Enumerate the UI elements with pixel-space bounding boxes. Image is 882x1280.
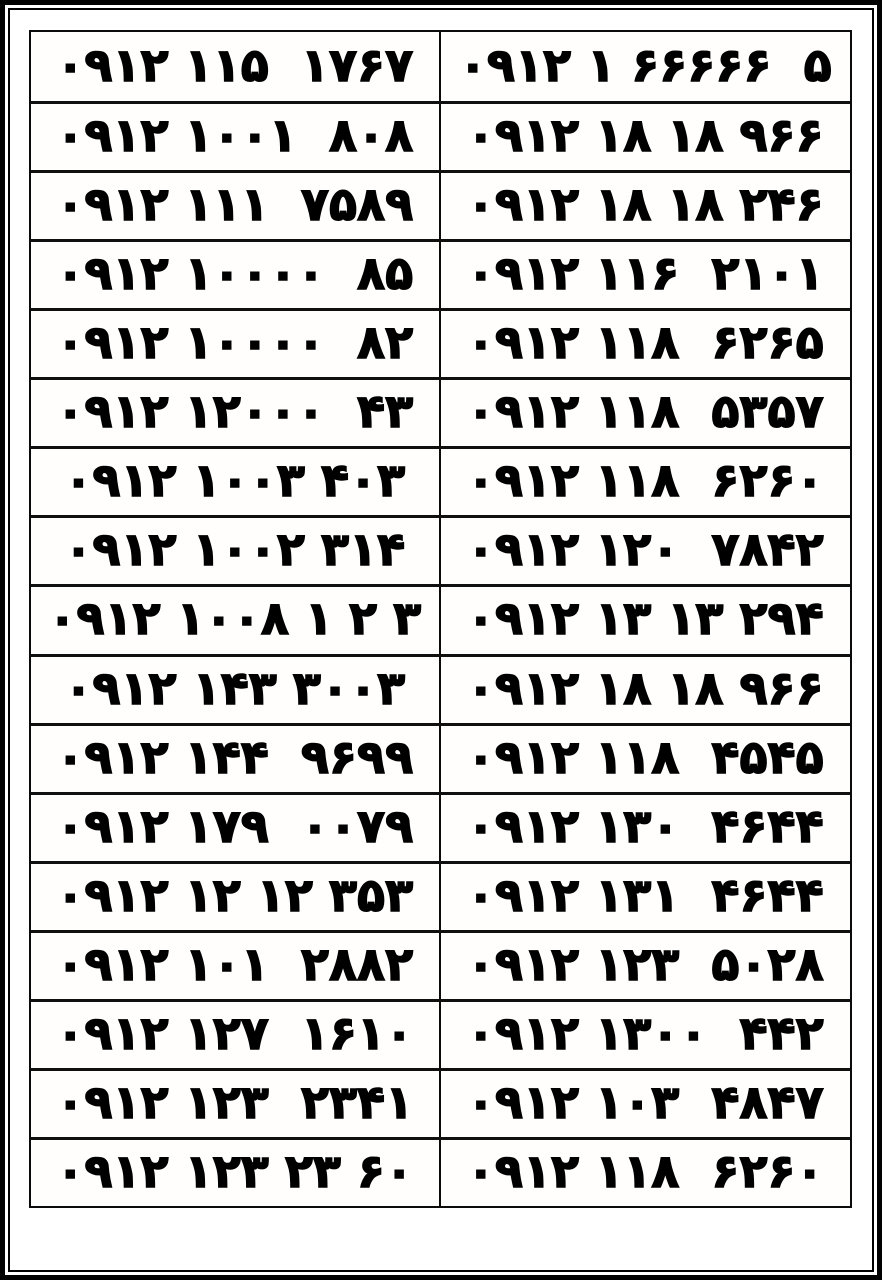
table-row: ۰۹۱۲ ۱۲۳ ۲۳۴۱ ۰۹۱۲ ۱۰۳ ۴۸۴۷ (31, 1067, 850, 1137)
phone-number-cell-right: ۰۹۱۲ ۱۰۳ ۴۸۴۷ (466, 1074, 824, 1129)
phone-number-cell-left: ۰۹۱۲ ۱۲۳ ۲۳ ۶۰ (31, 1139, 441, 1206)
table-row: ۰۹۱۲ ۱۰۰۳ ۴۰۳ ۰۹۱۲ ۱۱۸ ۶۲۶۰ (31, 446, 850, 516)
table-row: ۰۹۱۲ ۱۴۳ ۳۰۰۳ ۰۹۱۲ ۱۸ ۱۸ ۹۶۶ (31, 653, 850, 723)
phone-number-cell-left: ۰۹۱۲ ۱۴۳ ۳۰۰۳ (31, 656, 441, 723)
table-row: ۰۹۱۲ ۱۰۰۰۰ ۸۲ ۰۹۱۲ ۱۱۸ ۶۲۶۵ (31, 308, 850, 378)
phone-number-cell-right: ۰۹۱۲ ۱۱۸ ۵۳۵۷ (466, 384, 824, 439)
table-row: ۰۹۱۲ ۱۷۹ ۰۰۷۹ ۰۹۱۲ ۱۳۰ ۴۶۴۴ (31, 791, 850, 861)
phone-number-cell-right: ۰۹۱۲ ۱۱۸ ۶۲۶۰ (466, 453, 824, 508)
phone-number-cell-left: ۰۹۱۲ ۱۲ ۱۲ ۳۵۳ (31, 863, 441, 930)
phone-number-cell-right: ۰۹۱۲ ۱۳۱ ۴۶۴۴ (466, 867, 824, 922)
phone-number-cell-right: ۰۹۱۲ ۱۲۳ ۵۰۲۸ (466, 936, 824, 991)
table-row: ۰۹۱۲ ۱۲۳ ۲۳ ۶۰ ۰۹۱۲ ۱۱۸ ۶۲۶۰ (31, 1136, 850, 1206)
phone-number-cell-left: ۰۹۱۲ ۱۷۹ ۰۰۷۹ (31, 794, 441, 861)
table-row: ۰۹۱۲ ۱۲۰۰۰ ۴۳ ۰۹۱۲ ۱۱۸ ۵۳۵۷ (31, 377, 850, 447)
phone-number-cell-left: ۰۹۱۲ ۱۰۰۸ ۱ ۲ ۳ (31, 587, 441, 654)
phone-number-cell-left: ۰۹۱۲ ۱۱۱ ۷۵۸۹ (31, 173, 441, 240)
phone-number-cell-right: ۰۹۱۲ ۱۱۸ ۶۲۶۰ (466, 1143, 824, 1198)
phone-number-cell-right: ۰۹۱۲ ۱۸ ۱۸ ۲۴۶ (466, 177, 824, 232)
phone-number-cell-right: ۰۹۱۲ ۱۸ ۱۸ ۹۶۶ (466, 108, 824, 163)
phone-number-cell-right: ۰۹۱۲ ۱۳۰ ۴۶۴۴ (466, 798, 824, 853)
inner-frame (8, 8, 874, 1272)
phone-number-cell-left: ۰۹۱۲ ۱۰۱ ۲۸۸۲ (31, 932, 441, 999)
table-row: ۰۹۱۲ ۱۰۰۲ ۳۱۴ ۰۹۱۲ ۱۲۰ ۷۸۴۲ (31, 515, 850, 585)
phone-number-cell-left: ۰۹۱۲ ۱۲۰۰۰ ۴۳ (31, 380, 441, 447)
phone-number-cell-right: ۰۹۱۲ ۱۸ ۱۸ ۹۶۶ (466, 660, 824, 715)
phone-number-cell-left: ۰۹۱۲ ۱۰۰۳ ۴۰۳ (31, 449, 441, 516)
phone-number-cell-left: ۰۹۱۲ ۱۲۳ ۲۳۴۱ (31, 1070, 441, 1137)
phone-number-cell-right: ۰۹۱۲ ۱۱۸ ۴۵۴۵ (466, 729, 824, 784)
phone-numbers-table: ۰۹۱۲ ۱۱۵ ۱۷۶۷ ۰۹۱۲ ۱ ۶۶۶۶۶ ۵ ۰۹۱۲ ۱۰۰۱ ۸۰۸… (29, 30, 852, 1208)
table-row: ۰۹۱۲ ۱۱۱ ۷۵۸۹ ۰۹۱۲ ۱۸ ۱۸ ۲۴۶ (31, 170, 850, 240)
phone-number-cell-right: ۰۹۱۲ ۱۱۶ ۲۱۰۱ (466, 246, 824, 301)
phone-number-cell-right: ۰۹۱۲ ۱۲۰ ۷۸۴۲ (466, 522, 824, 577)
phone-number-cell-right: ۰۹۱۲ ۱ ۶۶۶۶۶ ۵ (458, 37, 832, 92)
table-row: ۰۹۱۲ ۱۰۰۸ ۱ ۲ ۳ ۰۹۱۲ ۱۳ ۱۳ ۲۹۴ (31, 584, 850, 654)
table-row: ۰۹۱۲ ۱۰۰۰۰ ۸۵ ۰۹۱۲ ۱۱۶ ۲۱۰۱ (31, 239, 850, 309)
table-row: ۰۹۱۲ ۱۴۴ ۹۶۹۹ ۰۹۱۲ ۱۱۸ ۴۵۴۵ (31, 722, 850, 792)
phone-number-cell-left: ۰۹۱۲ ۱۱۵ ۱۷۶۷ (31, 32, 441, 102)
phone-number-cell-left: ۰۹۱۲ ۱۲۷ ۱۶۱۰ (31, 1001, 441, 1068)
table-row: ۰۹۱۲ ۱۲۷ ۱۶۱۰ ۰۹۱۲ ۱۳۰۰ ۴۴۲ (31, 998, 850, 1068)
table-row: ۰۹۱۲ ۱۱۵ ۱۷۶۷ ۰۹۱۲ ۱ ۶۶۶۶۶ ۵ (31, 32, 850, 102)
table-row: ۰۹۱۲ ۱۲ ۱۲ ۳۵۳ ۰۹۱۲ ۱۳۱ ۴۶۴۴ (31, 860, 850, 930)
phone-number-cell-left: ۰۹۱۲ ۱۰۰۰۰ ۸۲ (31, 311, 441, 378)
phone-number-cell-left: ۰۹۱۲ ۱۰۰۲ ۳۱۴ (31, 518, 441, 585)
table-row: ۰۹۱۲ ۱۰۱ ۲۸۸۲ ۰۹۱۲ ۱۲۳ ۵۰۲۸ (31, 929, 850, 999)
phone-number-cell-right: ۰۹۱۲ ۱۳۰۰ ۴۴۲ (466, 1005, 824, 1060)
phone-number-cell-left: ۰۹۱۲ ۱۴۴ ۹۶۹۹ (31, 725, 441, 792)
table-row: ۰۹۱۲ ۱۰۰۱ ۸۰۸ ۰۹۱۲ ۱۸ ۱۸ ۹۶۶ (31, 101, 850, 171)
phone-number-cell-left: ۰۹۱۲ ۱۰۰۱ ۸۰۸ (31, 104, 441, 171)
phone-number-cell-left: ۰۹۱۲ ۱۰۰۰۰ ۸۵ (31, 242, 441, 309)
phone-number-cell-right: ۰۹۱۲ ۱۳ ۱۳ ۲۹۴ (466, 591, 824, 646)
phone-number-cell-right: ۰۹۱۲ ۱۱۸ ۶۲۶۵ (466, 315, 824, 370)
